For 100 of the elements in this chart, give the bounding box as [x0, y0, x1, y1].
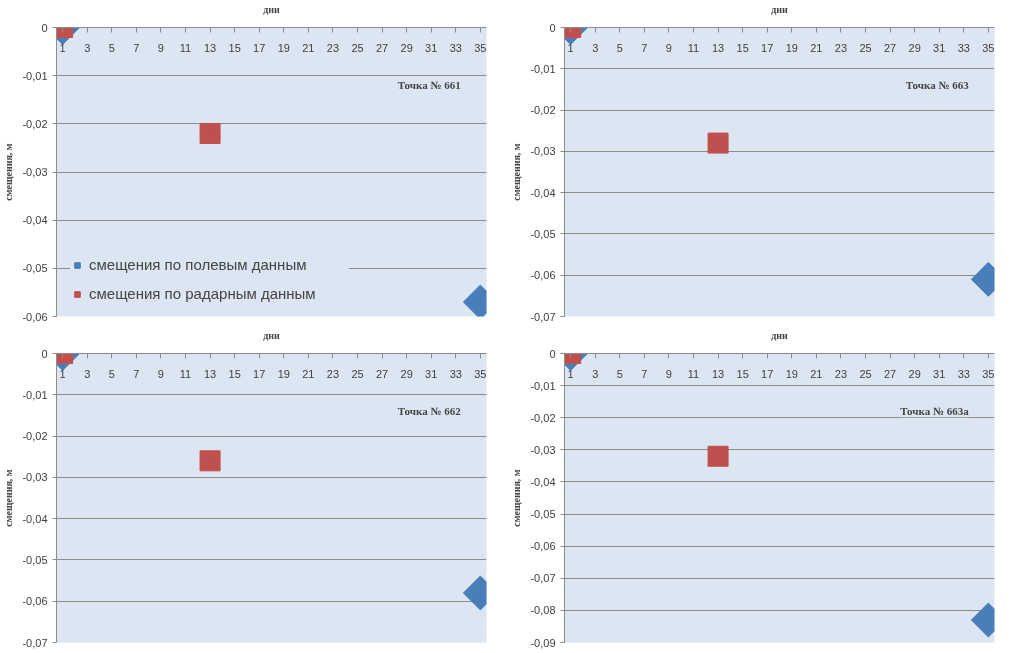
x-tick-label: 11: [687, 41, 700, 54]
x-tick-label: 9: [157, 367, 164, 380]
y-tick-label: 0: [549, 347, 556, 360]
x-tick-label: 11: [179, 41, 192, 54]
x-tick-label: 33: [449, 367, 462, 380]
x-tick-label: 23: [326, 367, 340, 380]
y-tick-label: -0,01: [22, 388, 48, 401]
y-tick-label: -0,07: [22, 636, 48, 649]
x-tick-label: 7: [641, 367, 648, 380]
x-tick-label: 9: [665, 367, 672, 380]
y-tick-label: -0,03: [22, 471, 48, 484]
x-tick-label: 11: [179, 367, 192, 380]
y-tick-label: -0,06: [22, 310, 48, 323]
y-tick-label: -0,04: [22, 512, 48, 525]
x-axis-title: дни: [771, 3, 789, 15]
x-tick-label: 19: [785, 41, 798, 54]
y-axis-title: смещения, м: [511, 143, 523, 201]
x-tick-label: 33: [957, 41, 970, 54]
legend-label: смещения по радарным данным: [89, 285, 317, 302]
x-tick-label: 7: [133, 41, 140, 54]
y-tick-label: -0,03: [22, 166, 48, 178]
x-tick-label: 5: [108, 367, 115, 380]
x-tick-label: 35: [982, 41, 995, 54]
x-tick-label: 31: [425, 367, 438, 380]
x-tick-label: 15: [736, 41, 749, 54]
x-tick-label: 17: [253, 367, 266, 380]
x-tick-label: 31: [933, 41, 946, 54]
y-tick-label: -0,05: [22, 262, 48, 275]
x-axis-title: дни: [263, 3, 281, 15]
y-tick-label: -0,08: [530, 604, 556, 617]
y-tick-label: -0,02: [22, 430, 48, 443]
y-tick-label: -0,02: [530, 104, 556, 117]
x-tick-label: 25: [859, 41, 872, 54]
x-tick-label: 23: [834, 367, 848, 380]
y-tick-label: -0,05: [22, 553, 48, 566]
x-axis-title: дни: [771, 329, 789, 341]
annotation: Точка № 663: [905, 79, 970, 92]
x-tick-label: 25: [351, 41, 364, 54]
y-tick-label: -0,04: [22, 214, 48, 227]
x-tick-label: 21: [302, 367, 315, 380]
x-tick-label: 21: [302, 41, 315, 54]
x-tick-label: 17: [761, 41, 774, 54]
x-tick-label: 27: [375, 367, 389, 380]
x-tick-label: 15: [736, 367, 749, 380]
y-tick-label: -0,07: [530, 572, 556, 585]
x-tick-label: 13: [203, 367, 217, 380]
x-tick-label: 13: [711, 41, 725, 54]
x-axis-title: дни: [263, 329, 281, 341]
x-tick-label: 35: [982, 367, 995, 380]
x-tick-label: 11: [687, 367, 700, 380]
y-tick-label: -0,09: [530, 636, 556, 649]
x-tick-label: 29: [400, 41, 413, 54]
y-tick-label: 0: [41, 21, 48, 34]
x-tick-label: 27: [375, 41, 389, 54]
x-tick-label: 5: [108, 41, 115, 54]
y-tick-label: -0,06: [22, 595, 48, 608]
y-tick-label: -0,01: [22, 69, 48, 82]
y-axis-title: смещения, м: [3, 469, 15, 527]
x-tick-label: 3: [592, 41, 599, 54]
x-tick-label: 29: [908, 41, 921, 54]
y-axis-title: смещения, м: [3, 143, 15, 201]
annotation: Точка № 661: [397, 79, 461, 92]
y-tick-label: -0,07: [530, 310, 556, 323]
x-tick-label: 23: [834, 41, 848, 54]
x-tick-label: 7: [133, 367, 140, 380]
y-tick-label: 0: [41, 347, 48, 360]
y-tick-label: -0,05: [530, 508, 556, 521]
x-tick-label: 35: [474, 41, 487, 54]
x-tick-label: 33: [957, 367, 970, 380]
annotation: Точка № 662: [397, 405, 462, 418]
x-tick-label: 15: [228, 41, 241, 54]
x-tick-label: 5: [616, 367, 623, 380]
y-tick-label: -0,04: [530, 186, 556, 199]
x-tick-label: 1: [567, 367, 574, 380]
x-tick-label: 21: [810, 367, 823, 380]
y-tick-label: -0,01: [530, 379, 556, 392]
y-tick-label: -0,06: [530, 269, 556, 282]
x-tick-label: 23: [326, 41, 340, 54]
annotation: Точка № 663а: [900, 405, 970, 418]
x-tick-label: 9: [665, 41, 672, 54]
x-tick-label: 21: [810, 41, 823, 54]
x-tick-label: 27: [883, 367, 897, 380]
y-axis-title: смещения, м: [511, 469, 523, 527]
y-tick-label: -0,05: [530, 227, 556, 240]
y-tick-label: 0: [549, 21, 556, 34]
x-tick-label: 25: [859, 367, 872, 380]
x-tick-label: 1: [567, 41, 574, 54]
x-tick-label: 27: [883, 41, 897, 54]
x-tick-label: 5: [616, 41, 623, 54]
y-tick-label: -0,01: [530, 62, 556, 75]
y-tick-label: -0,03: [530, 443, 556, 456]
x-tick-label: 15: [228, 367, 241, 380]
x-tick-label: 9: [157, 41, 164, 54]
x-tick-label: 17: [253, 41, 266, 54]
x-tick-label: 1: [59, 367, 66, 380]
x-tick-label: 3: [84, 367, 91, 380]
y-tick-label: -0,04: [530, 475, 556, 488]
x-tick-label: 29: [908, 367, 921, 380]
x-tick-label: 13: [711, 367, 725, 380]
x-tick-label: 31: [933, 367, 946, 380]
